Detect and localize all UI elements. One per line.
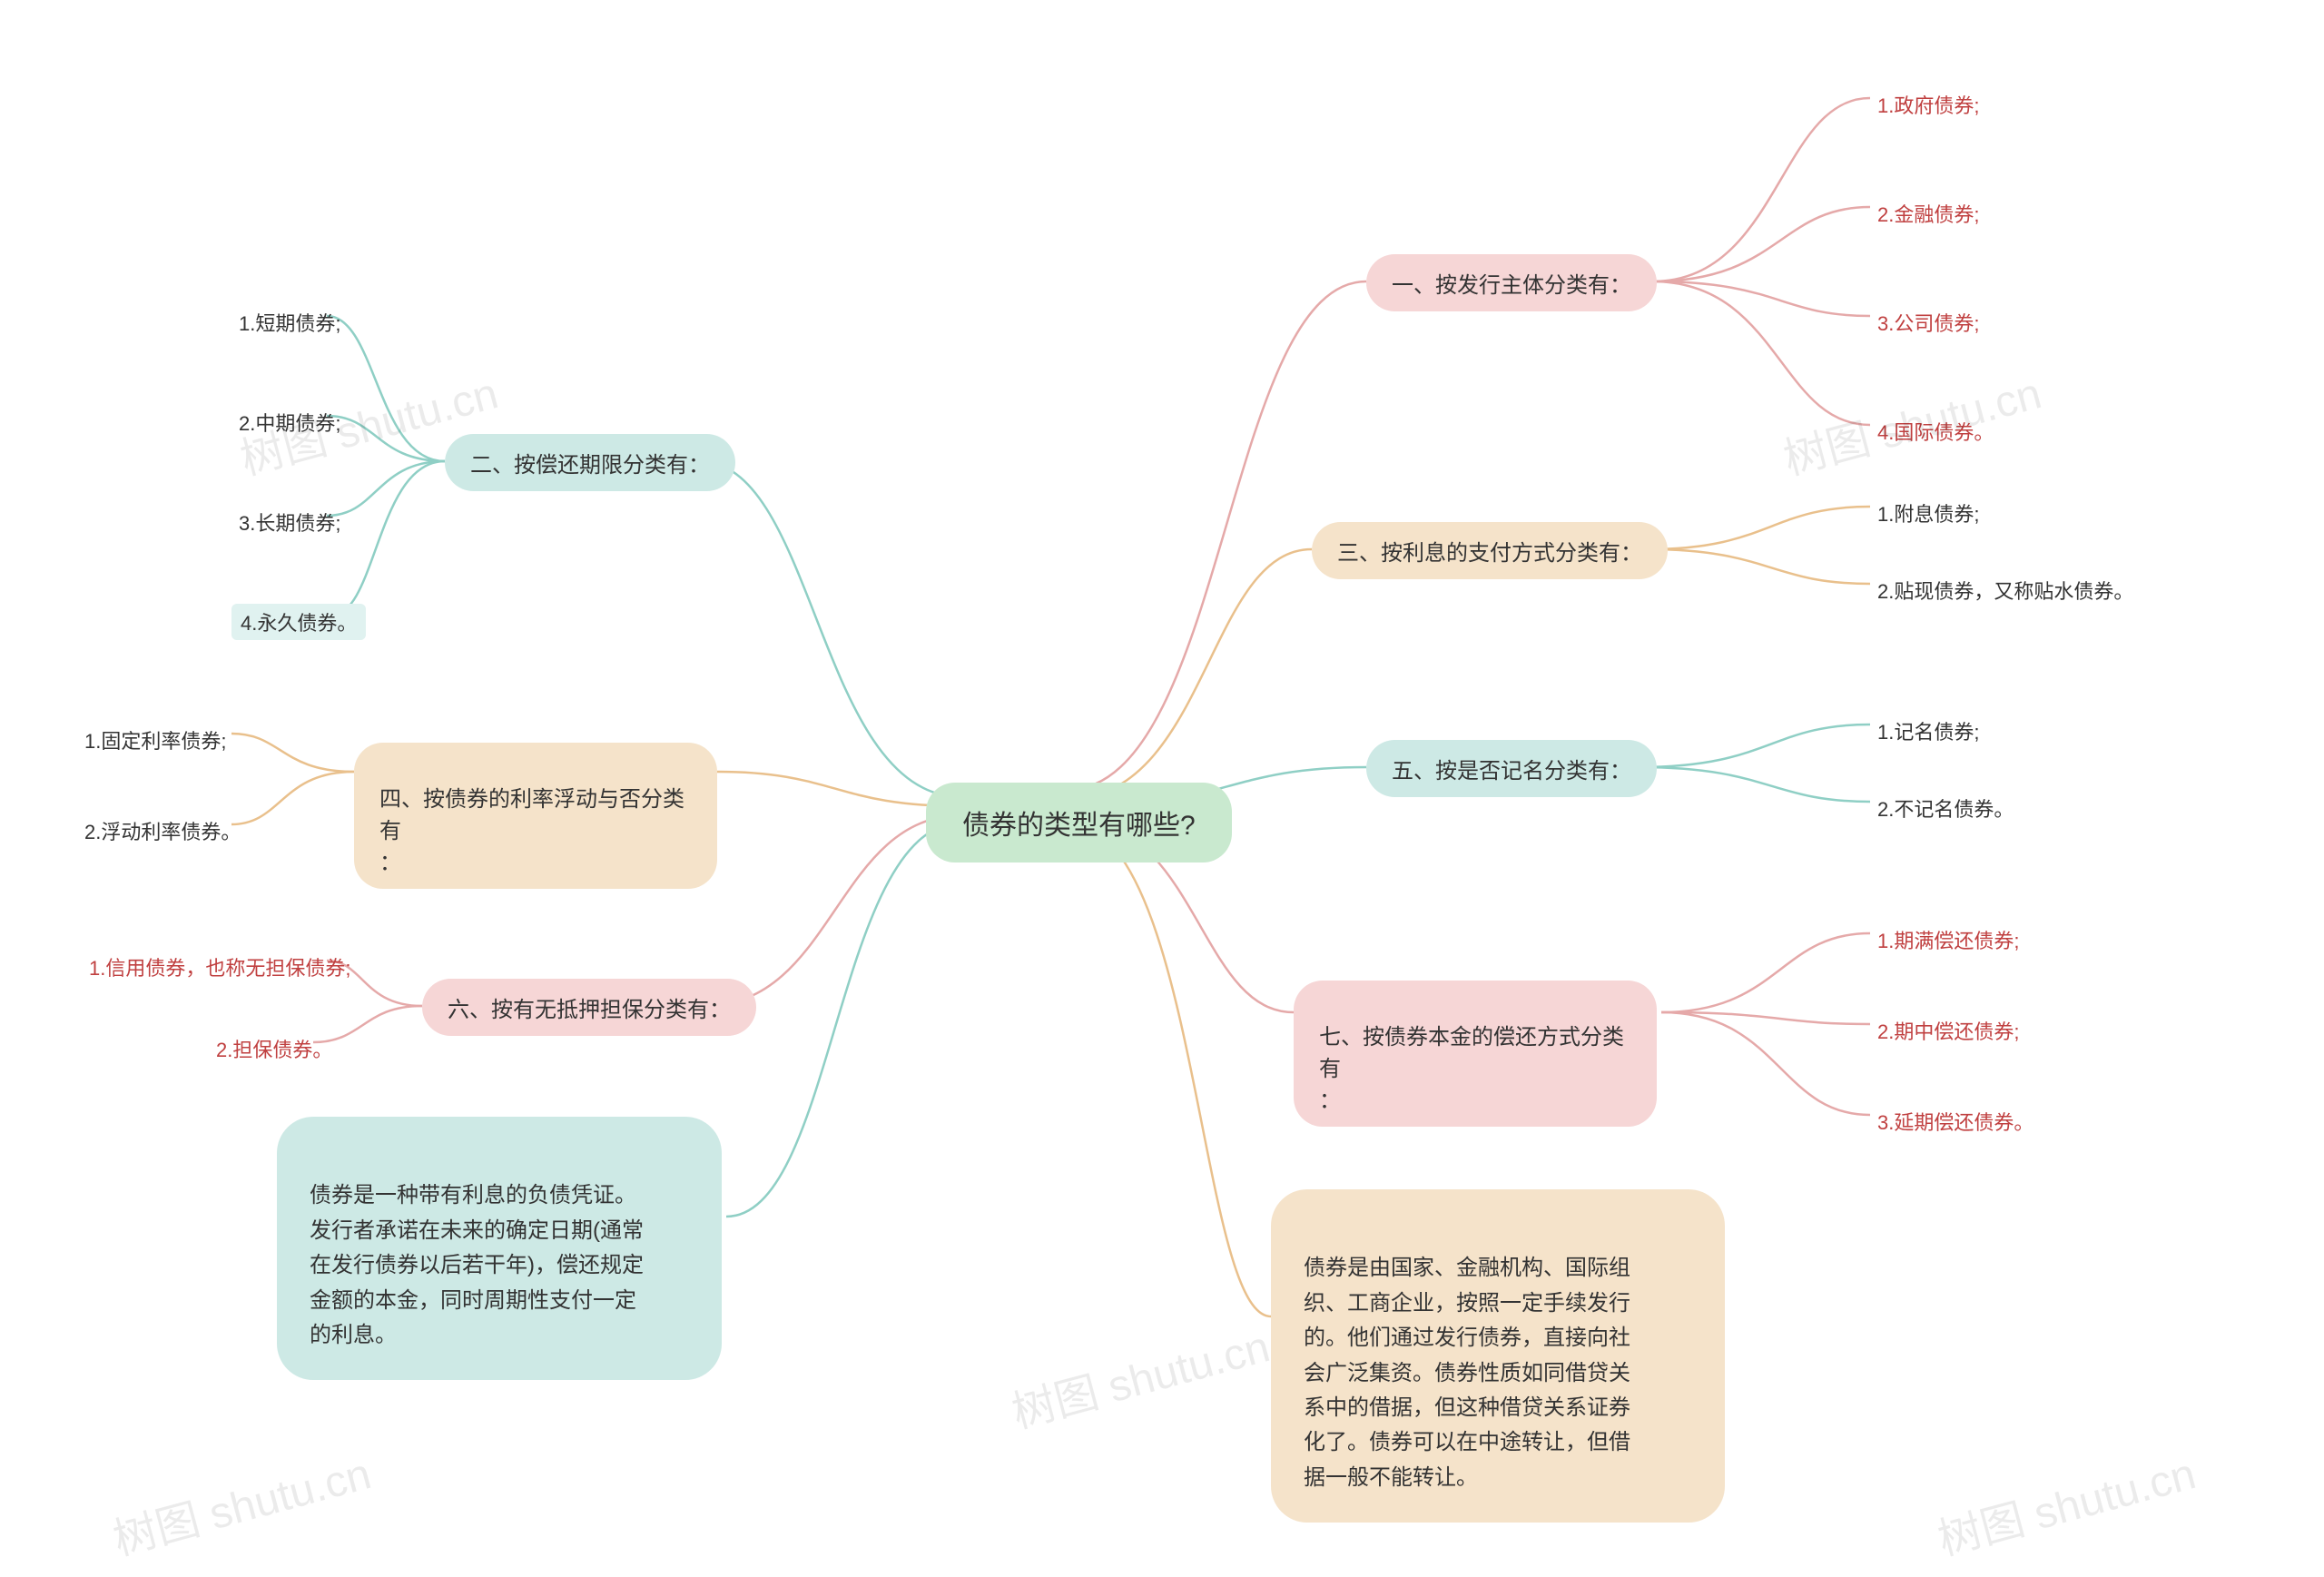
branch-3-label: 三、按利息的支付方式分类有： <box>1337 541 1642 566</box>
branch-4-label: 四、按债券的利率浮动与否分类有 ： <box>379 787 684 875</box>
branch-3: 三、按利息的支付方式分类有： <box>1312 522 1668 579</box>
branch-1-leaf-3: 3.公司债券; <box>1870 304 1986 340</box>
branch-2: 二、按偿还期限分类有： <box>445 434 735 491</box>
branch-5-leaf-2: 2.不记名债券。 <box>1870 790 2021 826</box>
branch-6-label: 六、按有无抵押担保分类有： <box>448 998 731 1022</box>
branch-7-leaf-3: 3.延期偿还债券。 <box>1870 1103 2041 1139</box>
branch-7-leaf-1: 1.期满偿还债券; <box>1870 922 2026 958</box>
branch-6-leaf-1: 1.信用债券，也称无担保债券; <box>82 949 358 985</box>
branch-4: 四、按债券的利率浮动与否分类有 ： <box>354 743 717 889</box>
branch-1: 一、按发行主体分类有： <box>1366 254 1657 311</box>
branch-5: 五、按是否记名分类有： <box>1366 740 1657 797</box>
branch-1-leaf-4: 4.国际债券。 <box>1870 413 2001 449</box>
branch-5-label: 五、按是否记名分类有： <box>1392 759 1631 784</box>
branch-7-leaf-2: 2.期中偿还债券; <box>1870 1012 2026 1049</box>
branch-3-leaf-2: 2.贴现债券，又称贴水债券。 <box>1870 572 2141 608</box>
branch-1-label: 一、按发行主体分类有： <box>1392 273 1631 298</box>
branch-2-leaf-4: 4.永久债券。 <box>231 604 366 640</box>
branch-2-label: 二、按偿还期限分类有： <box>470 453 710 478</box>
root-label: 债券的类型有哪些? <box>962 811 1196 841</box>
branch-6: 六、按有无抵押担保分类有： <box>422 979 756 1036</box>
branch-2-leaf-1: 1.短期债券; <box>231 304 348 340</box>
branch-7-label: 七、按债券本金的偿还方式分类有 ： <box>1319 1025 1624 1113</box>
branch-2-leaf-3: 3.长期债券; <box>231 504 348 540</box>
paragraph-left-text: 债券是一种带有利息的负债凭证。 发行者承诺在未来的确定日期(通常 在发行债券以后… <box>310 1183 644 1347</box>
branch-3-leaf-1: 1.附息债券; <box>1870 495 1986 531</box>
watermark-3: 树图 shutu.cn <box>1004 1311 1275 1441</box>
root-node: 债券的类型有哪些? <box>926 783 1232 862</box>
branch-7: 七、按债券本金的偿还方式分类有 ： <box>1294 981 1657 1127</box>
branch-1-leaf-1: 1.政府债券; <box>1870 86 1986 123</box>
branch-4-leaf-1: 1.固定利率债券; <box>77 722 233 758</box>
watermark-4: 树图 shutu.cn <box>105 1438 377 1568</box>
branch-6-leaf-2: 2.担保债券。 <box>209 1030 340 1067</box>
branch-1-leaf-2: 2.金融债券; <box>1870 195 1986 232</box>
paragraph-right-text: 债券是由国家、金融机构、国际组 织、工商企业，按照一定手续发行 的。他们通过发行… <box>1304 1256 1630 1489</box>
paragraph-left: 债券是一种带有利息的负债凭证。 发行者承诺在未来的确定日期(通常 在发行债券以后… <box>277 1117 722 1380</box>
branch-4-leaf-2: 2.浮动利率债券。 <box>77 813 248 849</box>
branch-2-leaf-2: 2.中期债券; <box>231 404 348 440</box>
paragraph-right: 债券是由国家、金融机构、国际组 织、工商企业，按照一定手续发行 的。他们通过发行… <box>1271 1189 1725 1523</box>
watermark-5: 树图 shutu.cn <box>1930 1438 2201 1568</box>
branch-5-leaf-1: 1.记名债券; <box>1870 713 1986 749</box>
